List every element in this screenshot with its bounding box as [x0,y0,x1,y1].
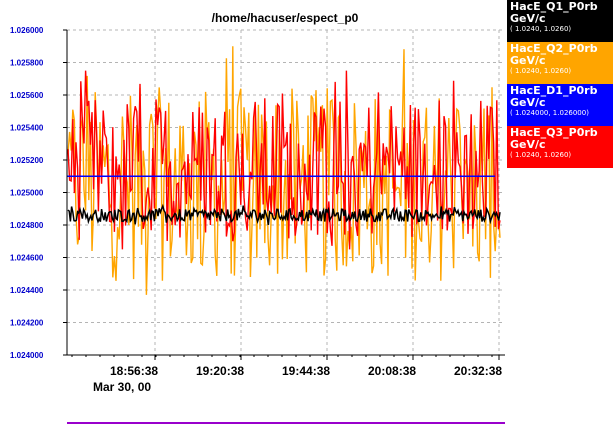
x-tick-label: 18:56:38 [110,364,158,378]
y-tick-label: 1.025600 [10,91,44,100]
series-layer [67,46,501,295]
x-tick-label: 19:20:38 [196,364,244,378]
x-tick-label: 20:32:38 [454,364,502,378]
chart-title: /home/hacuser/espect_p0 [212,11,359,25]
x-tick-label: 20:08:38 [368,364,416,378]
legend-range: ( 1.0240, 1.0260) [510,67,572,75]
legend-entry-hace-d1[interactable]: HacE_D1_P0rb GeV/c ( 1.024000, 1.026000) [507,84,613,126]
series-hace-q3-p0rb [67,70,501,250]
legend-entry-hace-q2[interactable]: HacE_Q2_P0rb GeV/c ( 1.0240, 1.0260) [507,42,613,84]
series-hace-q1-p0rb [67,203,501,226]
x-axis-date-label: Mar 30, 00 [93,380,151,394]
legend-entry-hace-q3[interactable]: HacE_Q3_P0rb GeV/c ( 1.0240, 1.0260) [507,126,613,168]
legend-range: ( 1.0240, 1.0260) [510,25,572,33]
legend-unit: GeV/c [510,54,546,67]
y-tick-label: 1.026000 [10,26,44,35]
legend-name: HacE_Q2_P0rb [510,42,598,55]
legend-range: ( 1.0240, 1.0260) [510,151,572,159]
legend-unit: GeV/c [510,96,546,109]
y-tick-label: 1.024800 [10,221,44,230]
x-tick-label: 19:44:38 [282,364,330,378]
legend-unit: GeV/c [510,138,546,151]
y-tick-label: 1.025200 [10,156,44,165]
legend-range: ( 1.024000, 1.026000) [510,109,589,117]
y-tick-label: 1.025800 [10,59,44,68]
grid [67,29,505,355]
y-tick-label: 1.025400 [10,124,44,133]
legend-name: HacE_D1_P0rb [510,84,598,97]
legend-name: HacE_Q3_P0rb [510,126,598,139]
y-tick-label: 1.025000 [10,189,44,198]
y-tick-label: 1.024400 [10,286,44,295]
legend-entry-hace-q1[interactable]: HacE_Q1_P0rb GeV/c ( 1.0240, 1.0260) [507,0,613,42]
axes: 1.024000 1.024200 1.024400 1.024600 1.024800… [10,26,505,378]
y-tick-label: 1.024200 [10,319,44,328]
y-tick-label: 1.024600 [10,254,44,263]
y-tick-label: 1.024000 [10,351,44,360]
legend-name: HacE_Q1_P0rb [510,0,598,13]
legend-unit: GeV/c [510,12,546,25]
